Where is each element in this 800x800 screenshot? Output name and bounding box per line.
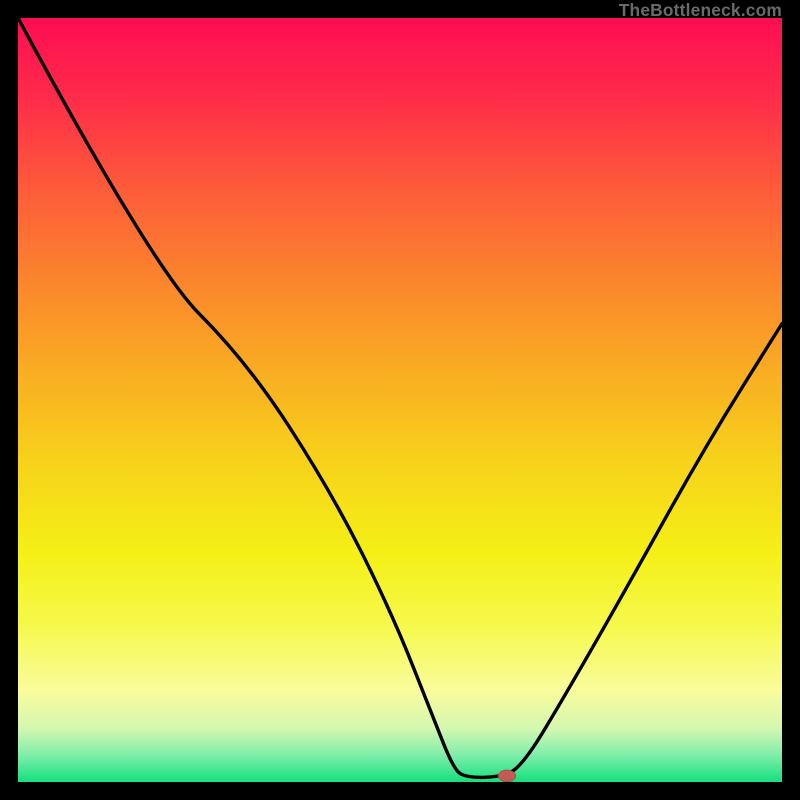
chart-frame: TheBottleneck.com [0,0,800,800]
plot-svg [18,18,782,782]
gradient-background [18,18,782,782]
plot-area [18,18,782,782]
optimum-marker [498,770,516,782]
